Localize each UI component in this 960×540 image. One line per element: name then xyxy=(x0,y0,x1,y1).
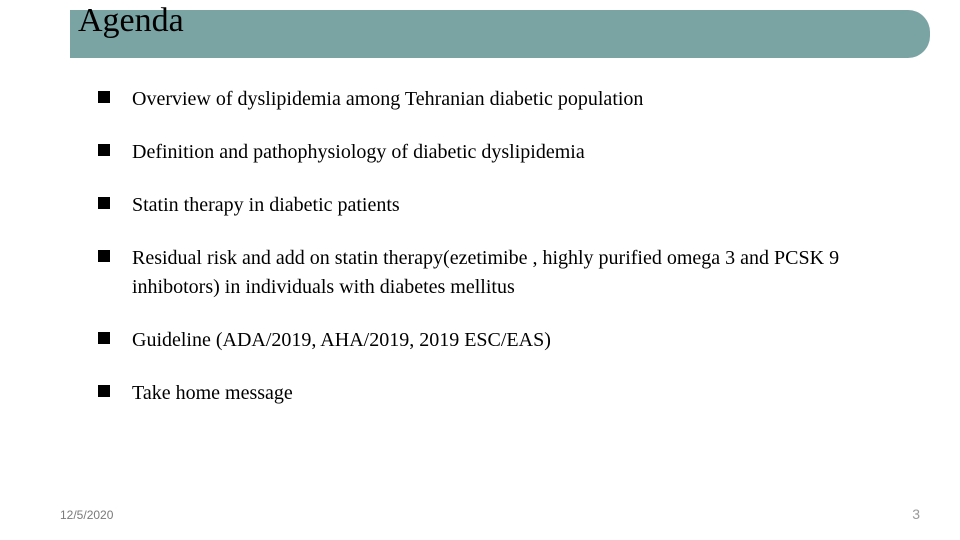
slide-title: Agenda xyxy=(78,2,184,40)
square-bullet-icon xyxy=(98,197,110,209)
list-item: Take home message xyxy=(98,379,900,408)
footer-date: 12/5/2020 xyxy=(60,508,113,522)
list-item: Definition and pathophysiology of diabet… xyxy=(98,138,900,167)
list-item: Overview of dyslipidemia among Tehranian… xyxy=(98,85,900,114)
list-item: Guideline (ADA/2019, AHA/2019, 2019 ESC/… xyxy=(98,326,900,355)
bullet-text: Overview of dyslipidemia among Tehranian… xyxy=(132,85,643,114)
bullet-text: Statin therapy in diabetic patients xyxy=(132,191,400,220)
bullet-text: Guideline (ADA/2019, AHA/2019, 2019 ESC/… xyxy=(132,326,551,355)
bullet-list: Overview of dyslipidemia among Tehranian… xyxy=(98,85,900,432)
square-bullet-icon xyxy=(98,332,110,344)
list-item: Residual risk and add on statin therapy(… xyxy=(98,244,900,302)
square-bullet-icon xyxy=(98,250,110,262)
list-item: Statin therapy in diabetic patients xyxy=(98,191,900,220)
slide: Agenda Overview of dyslipidemia among Te… xyxy=(0,0,960,540)
square-bullet-icon xyxy=(98,385,110,397)
bullet-text: Definition and pathophysiology of diabet… xyxy=(132,138,585,167)
bullet-text: Residual risk and add on statin therapy(… xyxy=(132,244,900,302)
square-bullet-icon xyxy=(98,91,110,103)
title-bar xyxy=(70,10,930,58)
square-bullet-icon xyxy=(98,144,110,156)
bullet-text: Take home message xyxy=(132,379,293,408)
footer-page-number: 3 xyxy=(912,506,920,522)
